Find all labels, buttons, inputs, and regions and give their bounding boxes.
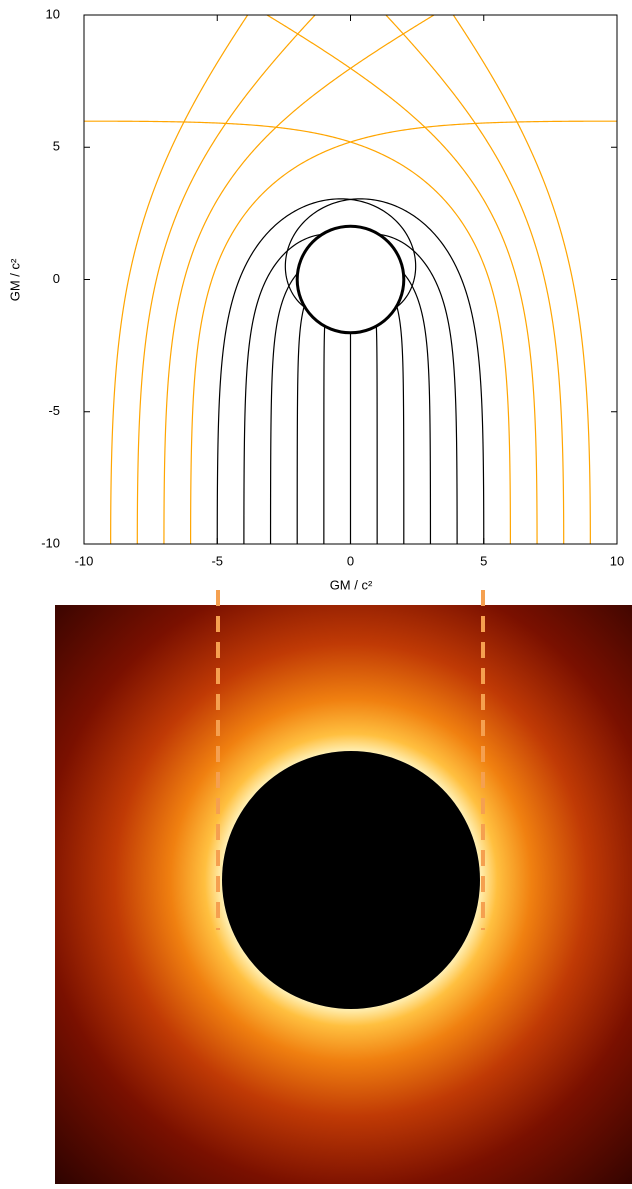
x-tick-label: -5	[211, 553, 223, 568]
figure: GM / c² GM / c² -10 -5 0 5 10 -10 -5 0 5 10	[0, 0, 632, 1184]
light-ray	[191, 121, 632, 544]
event-horizon	[297, 226, 404, 333]
y-tick-label: -5	[48, 403, 60, 418]
light-ray	[271, 273, 298, 544]
plot-area	[30, 0, 632, 544]
light-ray	[397, 306, 404, 544]
x-tick-label: 10	[610, 553, 624, 568]
light-ray	[111, 0, 284, 544]
x-axis-label: GM / c²	[330, 577, 373, 592]
y-tick-label: 0	[53, 271, 60, 286]
x-tick-label: 0	[347, 553, 354, 568]
light-ray	[324, 326, 325, 544]
y-tick-label: 5	[53, 139, 60, 154]
shadow	[222, 751, 480, 1009]
light-ray	[417, 0, 590, 544]
light-ray	[403, 273, 430, 544]
y-axis-label: GM / c²	[7, 258, 22, 301]
x-tick-label: -10	[75, 553, 94, 568]
light-ray	[297, 306, 304, 544]
rendered-image	[55, 605, 632, 1184]
page: {"chart_data": {"type": "rays", "xlabel"…	[0, 0, 632, 1184]
x-tick-label: 5	[480, 553, 487, 568]
light-ray	[376, 326, 377, 544]
y-tick-label: -10	[41, 535, 60, 550]
y-tick-label: 10	[46, 6, 60, 21]
